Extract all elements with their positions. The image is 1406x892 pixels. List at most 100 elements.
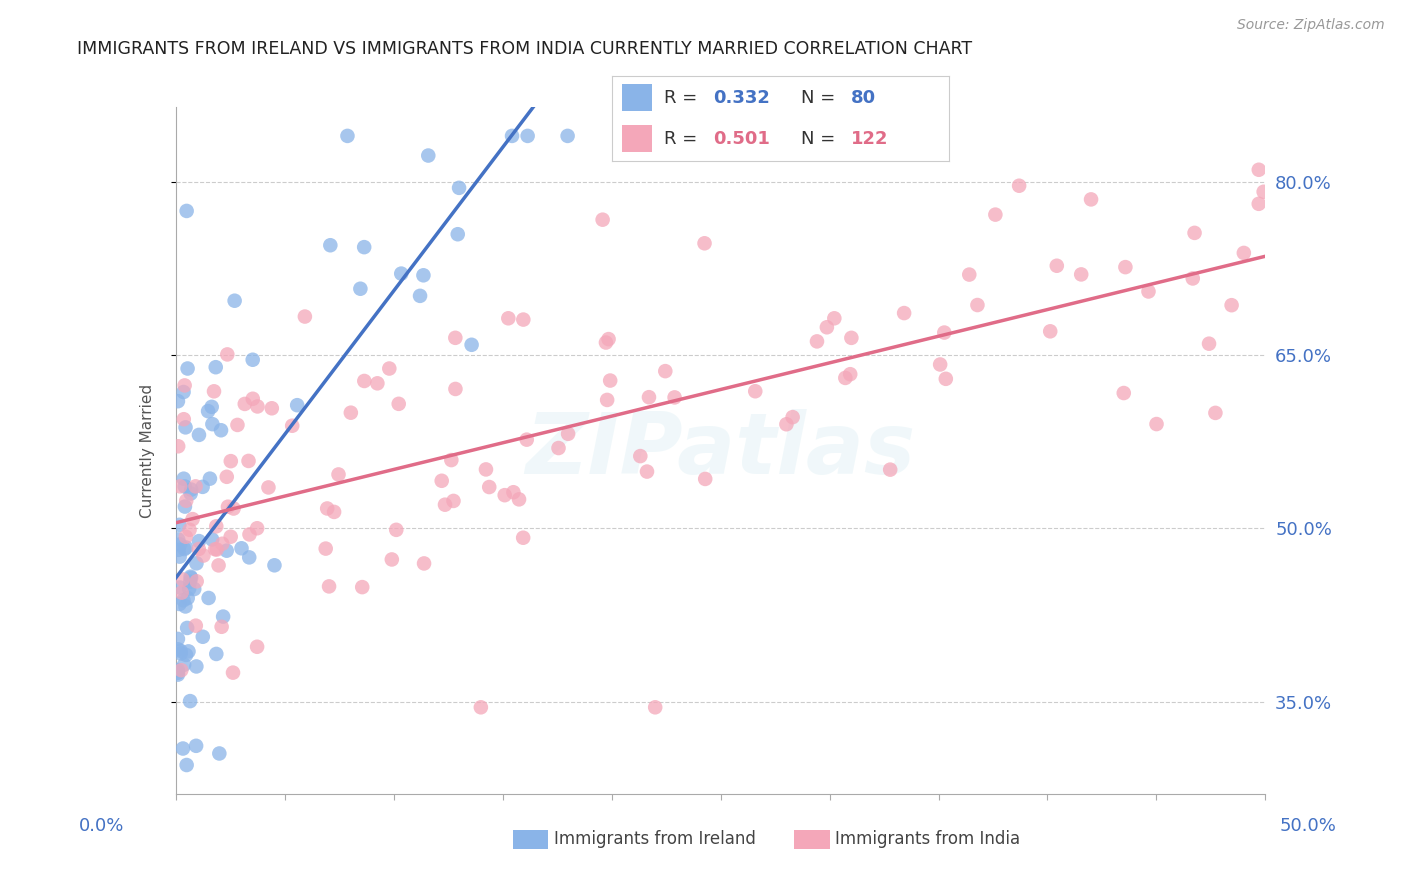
Point	[775, 417, 797, 432]
Text: 80: 80	[851, 89, 876, 107]
Point	[478, 480, 501, 494]
Point	[184, 479, 207, 493]
Point	[1112, 386, 1135, 401]
Text: Immigrants from Ireland: Immigrants from Ireland	[554, 830, 756, 848]
Point	[644, 700, 666, 714]
Point	[1184, 226, 1206, 240]
Point	[366, 376, 388, 391]
Point	[433, 498, 456, 512]
Point	[231, 541, 253, 556]
Point	[1080, 193, 1102, 207]
Point	[174, 648, 197, 662]
Point	[167, 542, 190, 557]
Point	[806, 334, 828, 349]
Point	[599, 374, 621, 388]
Point	[389, 267, 412, 281]
Point	[412, 268, 434, 283]
Text: N =: N =	[800, 89, 841, 107]
Point	[167, 533, 190, 547]
Point	[238, 550, 260, 565]
Point	[316, 501, 339, 516]
Point	[191, 630, 214, 644]
Point	[512, 312, 534, 326]
Point	[173, 657, 195, 672]
Point	[238, 527, 260, 541]
Text: ZIPatlas: ZIPatlas	[526, 409, 915, 492]
Point	[224, 293, 246, 308]
Point	[557, 128, 579, 143]
Point	[197, 591, 219, 605]
Point	[176, 203, 198, 218]
Point	[1137, 285, 1160, 299]
Point	[169, 597, 191, 611]
Point	[170, 647, 193, 661]
Point	[592, 212, 614, 227]
Point	[186, 659, 208, 673]
Point	[187, 541, 209, 556]
Point	[628, 449, 651, 463]
Point	[353, 240, 375, 254]
Point	[418, 148, 440, 162]
Point	[444, 382, 467, 396]
Point	[188, 428, 211, 442]
Point	[179, 582, 201, 596]
Point	[636, 465, 658, 479]
Point	[211, 537, 233, 551]
Point	[201, 400, 224, 414]
Point	[169, 644, 191, 658]
Point	[260, 401, 283, 416]
Point	[378, 361, 401, 376]
Point	[381, 552, 404, 566]
Point	[1233, 246, 1256, 260]
Text: R =: R =	[664, 129, 703, 147]
Point	[179, 574, 201, 589]
Point	[1247, 162, 1270, 177]
Point	[172, 593, 194, 607]
Point	[340, 406, 363, 420]
Point	[179, 523, 201, 537]
Point	[233, 397, 256, 411]
Point	[957, 268, 980, 282]
Point	[263, 558, 285, 573]
Point	[294, 310, 316, 324]
Point	[177, 644, 200, 658]
Point	[598, 332, 620, 346]
Point	[180, 486, 202, 500]
Point	[212, 609, 235, 624]
Text: 50.0%: 50.0%	[1279, 817, 1336, 835]
Point	[207, 558, 229, 573]
Point	[184, 739, 207, 753]
Point	[512, 531, 534, 545]
Point	[222, 665, 245, 680]
Point	[934, 326, 956, 340]
Text: 0.501: 0.501	[713, 129, 769, 147]
Point	[693, 236, 716, 251]
Point	[823, 311, 845, 326]
Point	[174, 420, 197, 434]
Point	[935, 372, 957, 386]
Point	[173, 378, 195, 392]
Text: Immigrants from India: Immigrants from India	[835, 830, 1021, 848]
Point	[328, 467, 350, 482]
Point	[596, 392, 619, 407]
Point	[839, 368, 862, 382]
Point	[388, 397, 411, 411]
Point	[654, 364, 676, 378]
Point	[174, 530, 197, 544]
Point	[695, 472, 717, 486]
Point	[167, 667, 190, 681]
Point	[226, 417, 249, 432]
Point	[174, 493, 197, 508]
Point	[204, 542, 226, 557]
Point	[323, 505, 346, 519]
Point	[167, 632, 190, 646]
Point	[285, 398, 308, 412]
Point	[169, 537, 191, 551]
Point	[1220, 298, 1243, 312]
Point	[174, 500, 197, 514]
Point	[413, 557, 436, 571]
Point	[1181, 271, 1204, 285]
Point	[173, 412, 195, 426]
Point	[191, 480, 214, 494]
Point	[318, 579, 340, 593]
